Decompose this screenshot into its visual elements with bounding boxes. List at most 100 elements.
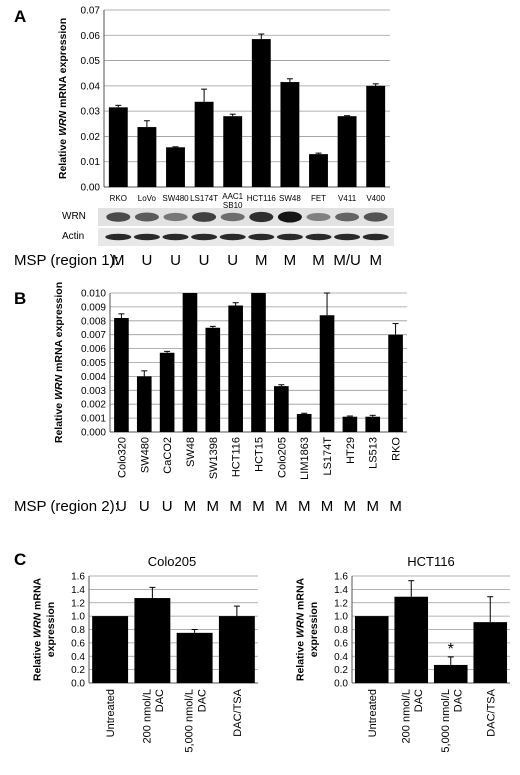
- chart-b-category-label: HCT116: [231, 437, 243, 477]
- panel-letter-b: B: [14, 289, 26, 308]
- blot-actin-band: [276, 233, 303, 241]
- msp-region-1-value: M: [369, 252, 382, 269]
- chart-a-bar: [280, 82, 300, 187]
- msp-region-1-value: U: [199, 252, 210, 269]
- chart-a-category-label: SW48: [279, 194, 301, 203]
- chart-b-ytick-label: 0.001: [81, 414, 106, 425]
- chart-c-colo205-bar: [218, 616, 255, 683]
- msp-region-1-value: U: [170, 252, 181, 269]
- blot-actin-band: [133, 233, 160, 241]
- chart-c-hct116-bar: [433, 664, 468, 683]
- chart-b-bar: [319, 315, 335, 432]
- panel-letter-a: A: [14, 7, 26, 26]
- msp-region-2-value: U: [116, 498, 127, 515]
- msp-label-region-2: MSP (region 2):: [14, 498, 119, 515]
- chart-c-colo205-title: Colo205: [148, 554, 196, 569]
- msp-region-1-value: M: [255, 252, 268, 269]
- chart-c-hct116-ytick-label: 1.6: [334, 572, 348, 583]
- chart-b: 0.000 0.001 0.002 0.003 0.004 0.005 0.006 0.007…: [53, 282, 407, 480]
- chart-b-bar: [114, 318, 129, 432]
- chart-b-bar: [274, 386, 289, 432]
- blot-wrn-band: [363, 212, 388, 222]
- chart-c-hct116-ytick-label: 1.4: [334, 585, 348, 596]
- chart-c-colo205-ytick-label: 0.8: [71, 625, 85, 636]
- chart-b-category-label: Colo205: [276, 437, 288, 478]
- chart-a-ytick-label: 0.03: [81, 107, 101, 118]
- blot-label-wrn: WRN: [62, 211, 86, 222]
- chart-c-hct116-y-axis-label: Relative WRN mRNAexpression: [295, 577, 320, 681]
- chart-c-hct116-ytick-label: 1.0: [334, 612, 348, 623]
- chart-b-category-label: LS174T: [322, 437, 334, 476]
- chart-c-hct116-bar: [473, 622, 508, 683]
- msp-region-2-value: M: [252, 498, 265, 515]
- chart-c-colo205-ytick-label: 0.4: [71, 652, 85, 663]
- chart-b-bar: [182, 293, 198, 432]
- chart-c-hct116: HCT116 0.0 0.2 0.4 0.6 0.8 1.0 1.2 1.4 1.6 Relati…: [295, 554, 510, 753]
- msp-region-2-value: M: [389, 498, 402, 515]
- chart-c-colo205-category-label: DAC/TSA: [232, 688, 244, 736]
- chart-a-bar: [108, 107, 128, 187]
- msp-region-2-value: U: [162, 498, 173, 515]
- chart-c-hct116-ytick-label: 0.2: [334, 665, 348, 676]
- chart-a-bar: [194, 101, 214, 187]
- blot-actin-band: [191, 233, 218, 241]
- chart-b-category-label: SW480: [139, 437, 151, 473]
- chart-b-bar: [388, 334, 403, 432]
- chart-b-bar: [251, 293, 266, 432]
- chart-c-colo205-bar: [134, 598, 171, 683]
- chart-a-ytick-label: 0.00: [81, 183, 101, 194]
- chart-c-colo205-ytick-label: 1.0: [71, 612, 85, 623]
- chart-c-colo205-ytick-label: 1.2: [71, 598, 85, 609]
- chart-c-colo205-ytick-label: 0.2: [71, 665, 85, 676]
- chart-c-hct116-ytick-label: 0.0: [334, 679, 348, 690]
- blot-wrn-band: [220, 212, 245, 222]
- chart-a-category-label: V411: [338, 194, 357, 203]
- chart-c-hct116-ytick-label: 1.2: [334, 598, 348, 609]
- chart-b-bar: [296, 413, 312, 432]
- chart-b-bar: [159, 352, 175, 432]
- chart-b-category-label: HT29: [345, 437, 357, 464]
- msp-region-2-value: M: [298, 498, 311, 515]
- chart-c-colo205-category-label: Untreated: [105, 689, 117, 737]
- chart-c-hct116-bar: [394, 596, 429, 683]
- panel-letter-c: C: [14, 550, 26, 569]
- chart-c-colo205-ytick-label: 0.6: [71, 638, 85, 649]
- chart-c-hct116-annotation: *: [448, 641, 454, 658]
- chart-b-ytick-label: 0.007: [81, 330, 106, 341]
- msp-row-region-1: MSP (region 1): M U U U U M M M M/U M: [14, 252, 382, 269]
- chart-a-ytick-label: 0.05: [81, 56, 101, 67]
- chart-a-bar: [166, 147, 185, 187]
- chart-b-category-label: RKO: [391, 437, 403, 461]
- msp-region-2-value: M: [321, 498, 334, 515]
- chart-c-colo205-bar: [92, 616, 129, 683]
- chart-c-colo205-ytick-label: 1.6: [71, 572, 85, 583]
- western-blot: WRN Actin: [62, 208, 394, 246]
- chart-b-category-label: LS513: [368, 437, 380, 469]
- blot-actin-band: [334, 233, 361, 241]
- chart-a-category-label: LoVo: [138, 194, 157, 203]
- blot-wrn-band: [106, 212, 131, 222]
- chart-b-category-label: CaCO2: [162, 437, 174, 474]
- blot-actin-band: [248, 233, 275, 241]
- chart-b-ytick-label: 0.008: [81, 316, 106, 327]
- chart-b-ytick-label: 0.005: [81, 358, 106, 369]
- blot-wrn-band: [335, 212, 360, 222]
- blot-actin-band: [362, 233, 389, 241]
- chart-a-ytick-label: 0.02: [81, 132, 101, 143]
- chart-a-ytick-label: 0.04: [81, 81, 101, 92]
- msp-region-2-value: M: [184, 498, 197, 515]
- chart-a-category-label: RKO: [110, 194, 127, 203]
- chart-a-bar: [366, 85, 386, 187]
- blot-wrn-band: [163, 212, 188, 222]
- chart-c-hct116-category-label: Untreated: [367, 689, 379, 737]
- chart-a-bar: [251, 39, 271, 188]
- chart-c-hct116-title: HCT116: [407, 554, 454, 569]
- chart-a-ytick-label: 0.07: [81, 6, 101, 17]
- chart-c-colo205: Colo205 0.0 0.2 0.4 0.6 0.8 1.0 1.2 1.4 1.6 Relat…: [32, 554, 258, 753]
- blot-actin-lane-bg: [98, 228, 394, 246]
- chart-b-category-label: LIM1863: [299, 437, 311, 480]
- chart-a-bar: [137, 127, 157, 187]
- blot-actin-band: [305, 233, 332, 241]
- msp-region-2-value: M: [229, 498, 242, 515]
- chart-c-colo205-bar: [176, 632, 213, 683]
